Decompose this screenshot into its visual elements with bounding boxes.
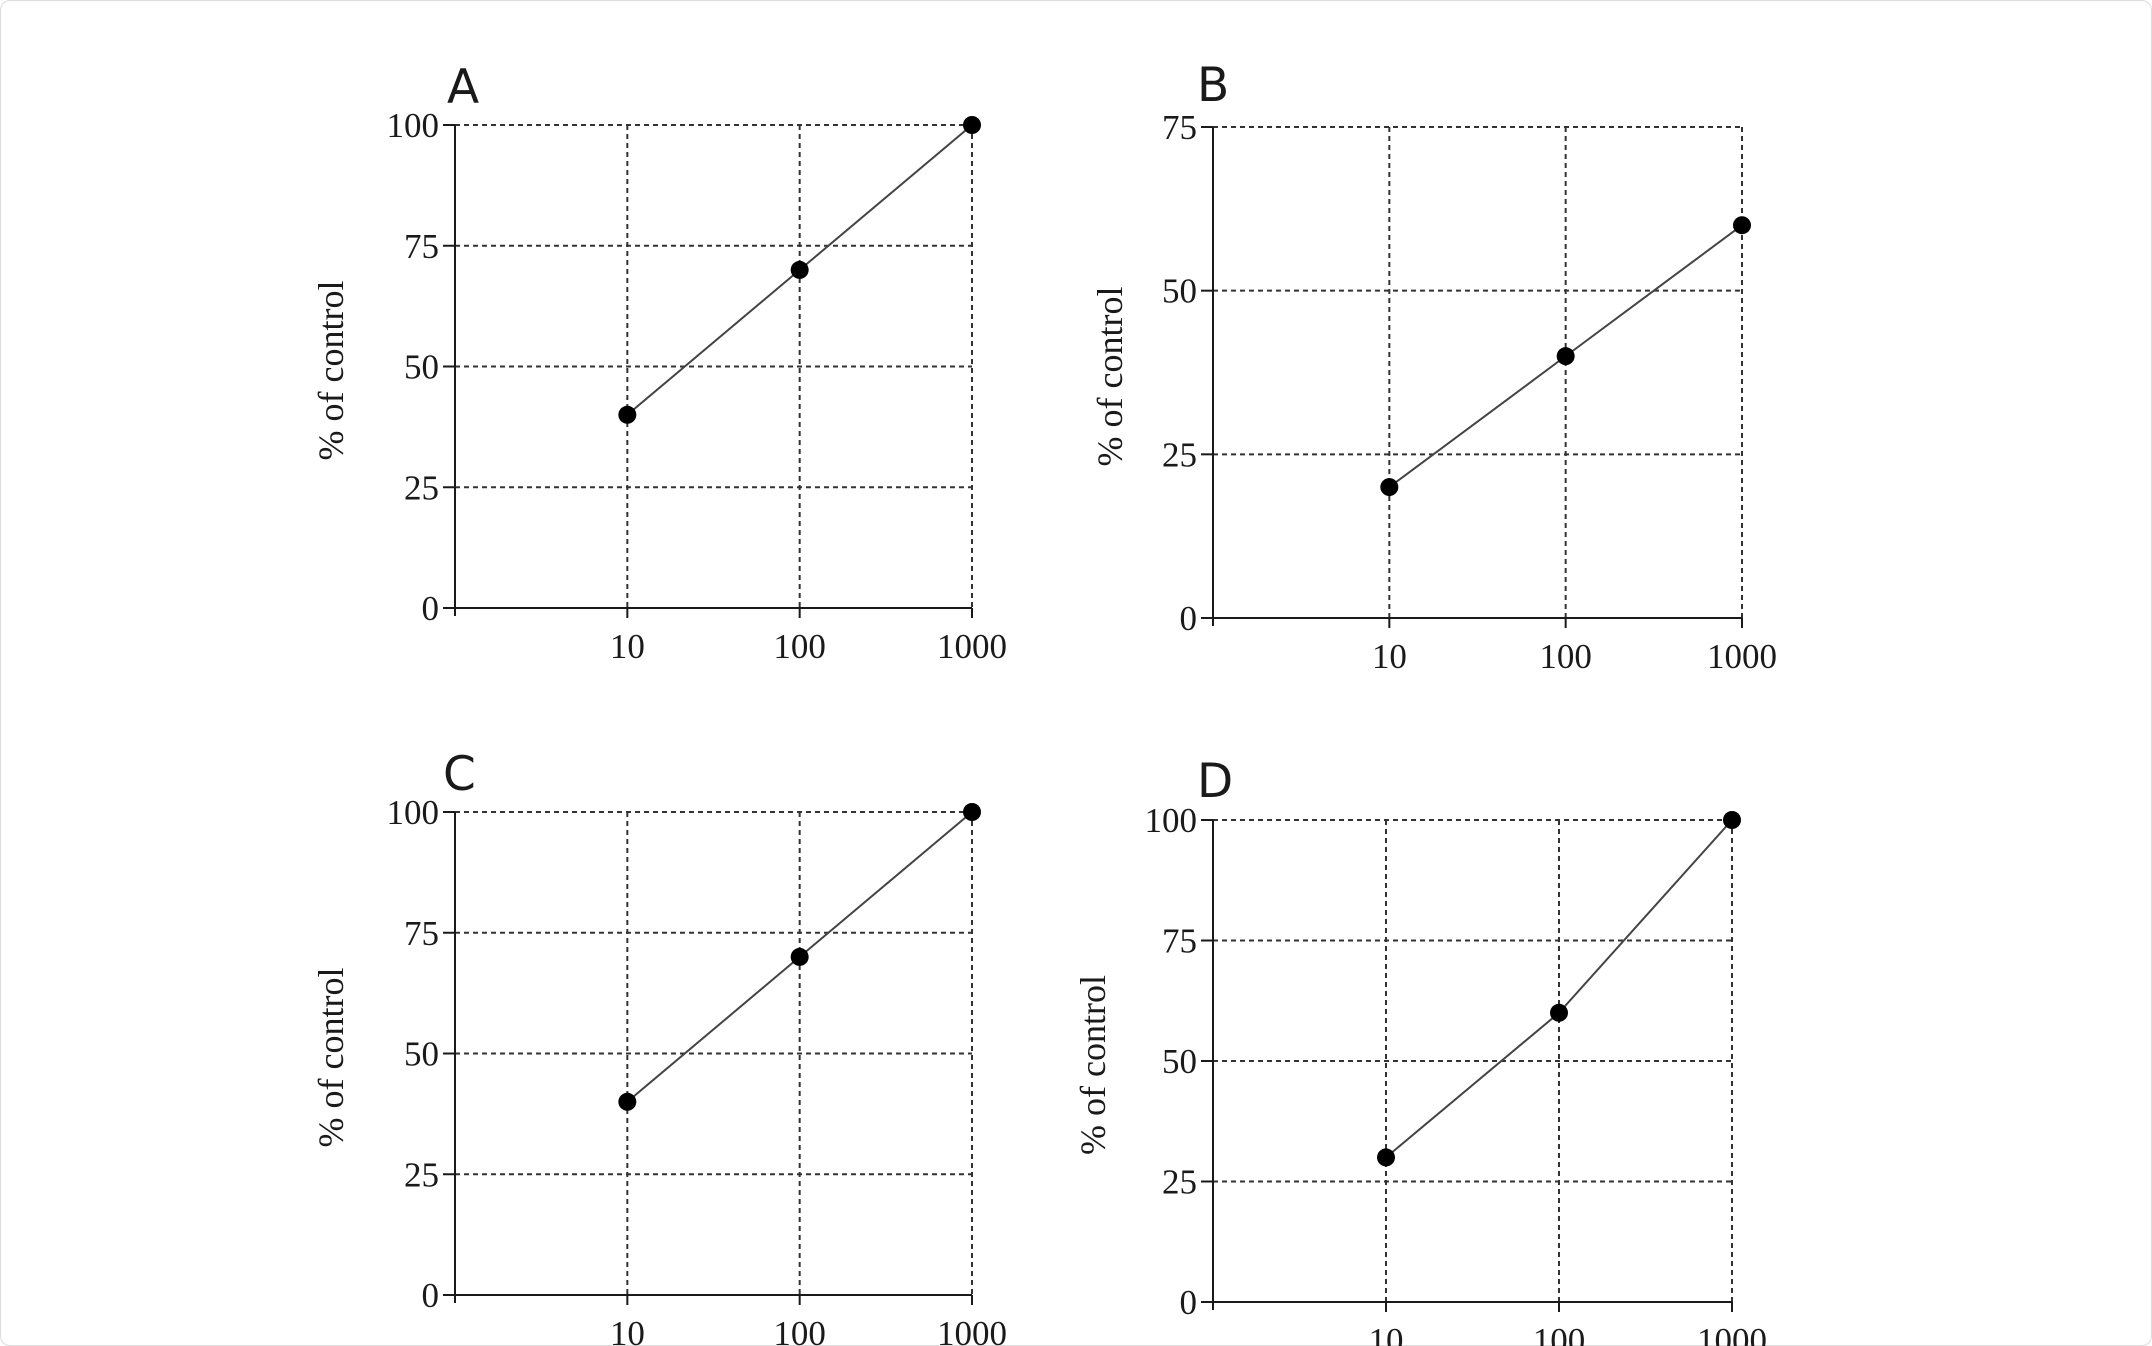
chart-panel-d: 0 25 50 75 100 10 100 1000 D % of control xyxy=(1073,754,1767,1346)
y-tick-label: 100 xyxy=(387,106,440,145)
panel-letter: A xyxy=(447,60,479,115)
x-tick-label: 100 xyxy=(773,1314,826,1346)
y-axis-label: % of control xyxy=(311,281,351,461)
y-axis-label: % of control xyxy=(1090,287,1130,467)
data-point xyxy=(618,1092,637,1111)
chart-panel-a: 0 25 50 75 100 10 100 1000 A % of control xyxy=(311,60,1007,666)
y-tick-label: 75 xyxy=(1162,922,1197,961)
y-tick-label: 0 xyxy=(422,589,440,628)
data-point xyxy=(618,405,637,424)
y-tick-label: 25 xyxy=(1162,1163,1197,1202)
y-tick-label: 50 xyxy=(1162,1042,1197,1081)
data-point xyxy=(1723,811,1741,829)
x-tick-label: 1000 xyxy=(937,627,1007,666)
x-tick-label: 10 xyxy=(1369,1321,1404,1346)
y-tick-label: 75 xyxy=(404,914,439,953)
y-tick-label: 100 xyxy=(387,793,440,832)
y-tick-label: 25 xyxy=(1162,435,1197,474)
data-point xyxy=(1556,347,1575,366)
data-point xyxy=(1733,216,1751,235)
y-tick-label: 25 xyxy=(404,1155,439,1194)
x-tick-label: 100 xyxy=(1539,637,1592,676)
chart-panel-b: 0 25 50 75 10 100 1000 B % of control xyxy=(1090,58,1777,676)
y-tick-label: 50 xyxy=(1162,272,1197,311)
y-tick-label: 0 xyxy=(422,1276,440,1315)
x-tick-label: 1000 xyxy=(1707,637,1777,676)
data-point xyxy=(1377,1148,1395,1167)
y-tick-label: 0 xyxy=(1180,1283,1198,1322)
x-tick-label: 100 xyxy=(773,627,826,666)
x-tick-label: 100 xyxy=(1533,1321,1586,1346)
y-tick-label: 25 xyxy=(404,468,439,507)
data-point xyxy=(790,947,809,966)
panel-letter: D xyxy=(1197,754,1233,809)
panel-letter: B xyxy=(1197,58,1229,113)
data-point xyxy=(963,803,981,821)
x-tick-label: 10 xyxy=(1372,637,1407,676)
y-tick-label: 50 xyxy=(404,348,439,387)
data-point xyxy=(1550,1003,1568,1022)
data-point xyxy=(1380,478,1399,497)
y-tick-label: 50 xyxy=(404,1035,439,1074)
x-tick-label: 10 xyxy=(610,627,645,666)
y-tick-label: 75 xyxy=(404,227,439,266)
panel-letter: C xyxy=(443,747,476,802)
y-tick-label: 0 xyxy=(1180,599,1198,638)
data-point xyxy=(790,260,809,279)
y-tick-label: 100 xyxy=(1145,801,1198,840)
chart-panel-c: 0 25 50 75 100 10 100 1000 C % of control xyxy=(311,747,1007,1346)
x-tick-label: 1000 xyxy=(1697,1321,1767,1346)
x-tick-label: 10 xyxy=(610,1314,645,1346)
x-tick-label: 1000 xyxy=(937,1314,1007,1346)
y-axis-label: % of control xyxy=(311,968,351,1148)
y-axis-label: % of control xyxy=(1073,975,1113,1155)
series-line xyxy=(1385,819,1733,1159)
data-point xyxy=(963,116,981,134)
y-tick-label: 75 xyxy=(1162,108,1197,147)
